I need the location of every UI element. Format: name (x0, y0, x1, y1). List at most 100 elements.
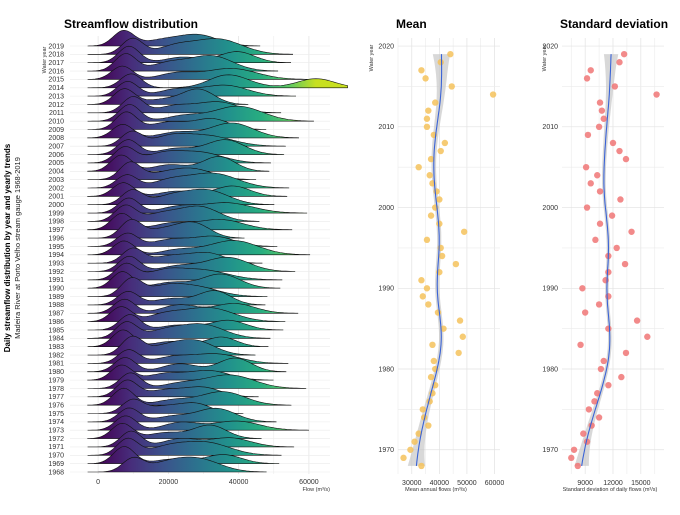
mean-title: Mean (396, 17, 427, 31)
mean-panel: Mean Water year Mean annual flows (m³/s)… (369, 17, 504, 493)
data-point (616, 59, 623, 66)
mean-y-ticks: 1970 1980 1990 2000 2010 2020 (378, 43, 394, 454)
data-point (628, 228, 635, 235)
ridge-density (87, 437, 282, 456)
data-point (415, 430, 422, 437)
data-point (583, 75, 591, 82)
ridgeline-x-ticks: 0 20000 40000 60000 (96, 479, 319, 486)
trend-line (415, 54, 443, 466)
data-point (613, 244, 620, 252)
ridgeline-panel: Streamflow distribution Water year Flow … (42, 17, 348, 493)
sd-y-ticks: 1970 1980 1990 2000 2010 2020 (542, 43, 558, 454)
ridge-year-label: 2003 (48, 177, 64, 184)
side-subtitle: Madeira River at Porto Velho stream gaug… (13, 157, 22, 339)
data-point (574, 462, 581, 470)
ridge-year-label: 1993 (48, 260, 64, 267)
data-point (460, 228, 468, 235)
ridge-year-label: 1985 (48, 327, 64, 334)
ridge-year-label: 1973 (48, 428, 64, 435)
sd-y-label: Water year (542, 44, 548, 71)
data-point (427, 373, 435, 381)
y-tick-label: 2000 (378, 205, 394, 212)
data-point (591, 398, 598, 405)
ridge-x-tick: 60000 (299, 479, 319, 486)
ridge-year-label: 1988 (48, 302, 64, 309)
data-point (618, 373, 625, 381)
y-tick-label: 2020 (378, 43, 394, 50)
x-tick-label: 9000 (577, 480, 593, 487)
data-point (583, 204, 591, 211)
ridge-density (87, 298, 299, 314)
mean-points (400, 50, 497, 470)
ridge-year-label: 2015 (48, 77, 64, 84)
data-point (423, 285, 431, 292)
data-point (423, 115, 431, 122)
ridge-year-label: 1987 (48, 311, 64, 318)
data-point (622, 349, 630, 357)
ridge-year-label: 1978 (48, 386, 64, 393)
data-point (422, 75, 429, 82)
ridge-year-label: 2009 (48, 127, 64, 134)
data-point (459, 333, 466, 340)
ridge-year-label: 2001 (48, 194, 64, 201)
mean-y-label: Water year (369, 44, 375, 71)
y-tick-label: 2010 (542, 124, 558, 131)
mean-trend-line (415, 54, 443, 466)
data-point (579, 285, 586, 292)
data-point (584, 131, 592, 139)
ridge-year-label: 1980 (48, 369, 64, 376)
x-tick-label: 60000 (485, 480, 505, 487)
ridge-year-label: 1972 (48, 436, 64, 443)
data-point (452, 260, 460, 268)
data-point (440, 325, 447, 332)
ridge-year-label: 1984 (48, 336, 64, 343)
data-point (596, 99, 604, 106)
data-point (447, 50, 454, 58)
data-point (400, 454, 407, 462)
ridge-year-label: 2000 (48, 202, 64, 209)
ridgeline-densities (87, 29, 348, 473)
data-point (418, 67, 425, 74)
ridge-density (87, 277, 268, 297)
x-tick-label: 50000 (457, 480, 477, 487)
ridge-density (87, 456, 267, 473)
ridge-year-label: 2012 (48, 102, 64, 109)
ridge-year-label: 2010 (48, 118, 64, 125)
ridge-density (87, 45, 291, 63)
ridge-density (87, 372, 307, 389)
data-point (585, 406, 593, 413)
ridge-year-label: 1989 (48, 294, 64, 301)
data-point (433, 188, 440, 195)
ridge-year-label: 1969 (48, 461, 64, 468)
ridge-year-label: 1997 (48, 227, 64, 234)
y-tick-label: 2000 (542, 205, 558, 212)
trend-line (581, 54, 612, 466)
data-point (455, 349, 462, 357)
ridge-year-label: 2007 (48, 144, 64, 151)
data-point (419, 406, 427, 413)
confidence-band (407, 54, 451, 466)
data-point (616, 147, 623, 155)
data-point (437, 147, 444, 155)
data-point (605, 381, 612, 389)
data-point (423, 123, 431, 131)
data-point (436, 220, 443, 227)
data-point (430, 357, 438, 365)
ridge-year-label: 1999 (48, 210, 64, 217)
ridge-density (87, 321, 271, 339)
ridge-year-label: 1981 (48, 361, 64, 368)
data-point (448, 83, 455, 90)
mean-x-ticks: 30000 40000 50000 60000 (402, 480, 504, 487)
ridge-year-label: 2002 (48, 185, 64, 192)
data-point (437, 59, 444, 66)
data-point (594, 172, 601, 179)
ridge-year-label: 1990 (48, 286, 64, 293)
data-point (605, 268, 612, 276)
data-point (653, 91, 660, 98)
data-point (580, 430, 587, 437)
y-tick-label: 1990 (542, 286, 558, 293)
data-point (617, 196, 624, 203)
data-point (587, 67, 594, 74)
ridge-density (87, 197, 308, 214)
